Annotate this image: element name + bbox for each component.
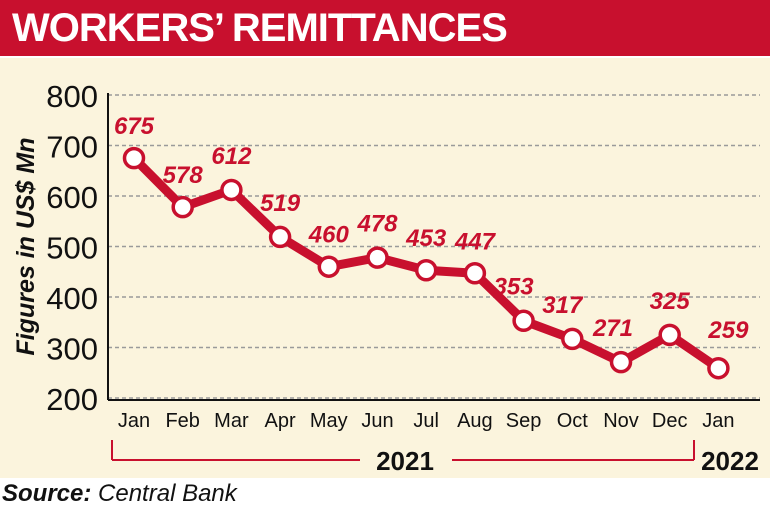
x-tick-label: Nov bbox=[603, 410, 639, 432]
page-title: WORKERS’ REMITTANCES bbox=[12, 6, 508, 50]
data-label: 317 bbox=[542, 292, 584, 319]
data-point bbox=[707, 356, 730, 380]
x-axis-ticks: Jan Feb Mar Apr May Jun Jul Aug Sep Oct Nov Dec Jan bbox=[118, 410, 735, 432]
data-point bbox=[317, 255, 341, 278]
data-label: 478 bbox=[356, 211, 398, 238]
data-point bbox=[658, 323, 681, 347]
y-tick-label: 700 bbox=[46, 130, 98, 165]
data-label: 453 bbox=[405, 225, 447, 252]
data-label: 259 bbox=[707, 317, 749, 344]
data-point bbox=[268, 225, 292, 249]
x-tick-label: Dec bbox=[652, 410, 688, 432]
x-tick-label: Aug bbox=[457, 410, 493, 432]
source-note: Source: Central Bank bbox=[2, 480, 237, 508]
data-point bbox=[122, 146, 146, 170]
data-label: 578 bbox=[163, 162, 204, 189]
data-labels: 675 578 612 519 460 478 453 447 353 317 271 325 259 bbox=[114, 113, 749, 344]
data-points bbox=[122, 146, 730, 380]
y-axis-ticks: 200 300 400 500 600 700 800 bbox=[46, 79, 98, 417]
x-tick-label: Jan bbox=[118, 410, 150, 432]
data-label: 675 bbox=[114, 113, 155, 140]
data-point bbox=[414, 258, 438, 282]
data-point bbox=[512, 309, 535, 332]
data-label: 353 bbox=[494, 274, 535, 301]
x-tick-label: Mar bbox=[214, 410, 249, 432]
y-tick-label: 500 bbox=[46, 231, 98, 266]
data-point bbox=[366, 246, 389, 269]
data-point bbox=[609, 350, 633, 374]
x-tick-label: Feb bbox=[165, 410, 199, 432]
data-label: 447 bbox=[454, 228, 497, 255]
y-tick-label: 300 bbox=[46, 332, 98, 367]
y-tick-label: 600 bbox=[46, 180, 98, 215]
year-brackets: 2021 2022 bbox=[111, 440, 759, 476]
data-point bbox=[171, 195, 194, 219]
data-point bbox=[220, 178, 243, 202]
source-text: Central Bank bbox=[98, 480, 237, 507]
x-tick-label: Sep bbox=[506, 410, 542, 432]
data-label: 325 bbox=[650, 288, 691, 315]
data-label: 612 bbox=[211, 143, 252, 170]
gridlines bbox=[107, 93, 760, 401]
data-point bbox=[561, 327, 584, 351]
title-bar: WORKERS’ REMITTANCES bbox=[0, 0, 770, 56]
data-label: 460 bbox=[308, 222, 350, 249]
chart-panel bbox=[0, 58, 770, 478]
year-label-2022: 2022 bbox=[701, 446, 759, 476]
x-tick-label: Jul bbox=[413, 410, 439, 432]
year-label-2021: 2021 bbox=[376, 446, 434, 476]
y-tick-label: 400 bbox=[46, 281, 98, 316]
data-label: 271 bbox=[592, 315, 633, 342]
x-tick-label: Apr bbox=[265, 410, 296, 432]
x-tick-label: Jan bbox=[702, 410, 734, 432]
y-tick-label: 800 bbox=[46, 79, 98, 114]
y-axis-label: Figures in US$ Mn bbox=[12, 137, 40, 355]
source-label: Source: bbox=[2, 480, 92, 507]
x-tick-label: Oct bbox=[557, 410, 589, 432]
data-label: 519 bbox=[260, 190, 301, 217]
y-tick-label: 200 bbox=[46, 382, 98, 417]
x-tick-label: May bbox=[310, 410, 348, 432]
x-tick-label: Jun bbox=[361, 410, 393, 432]
data-point bbox=[463, 262, 487, 285]
